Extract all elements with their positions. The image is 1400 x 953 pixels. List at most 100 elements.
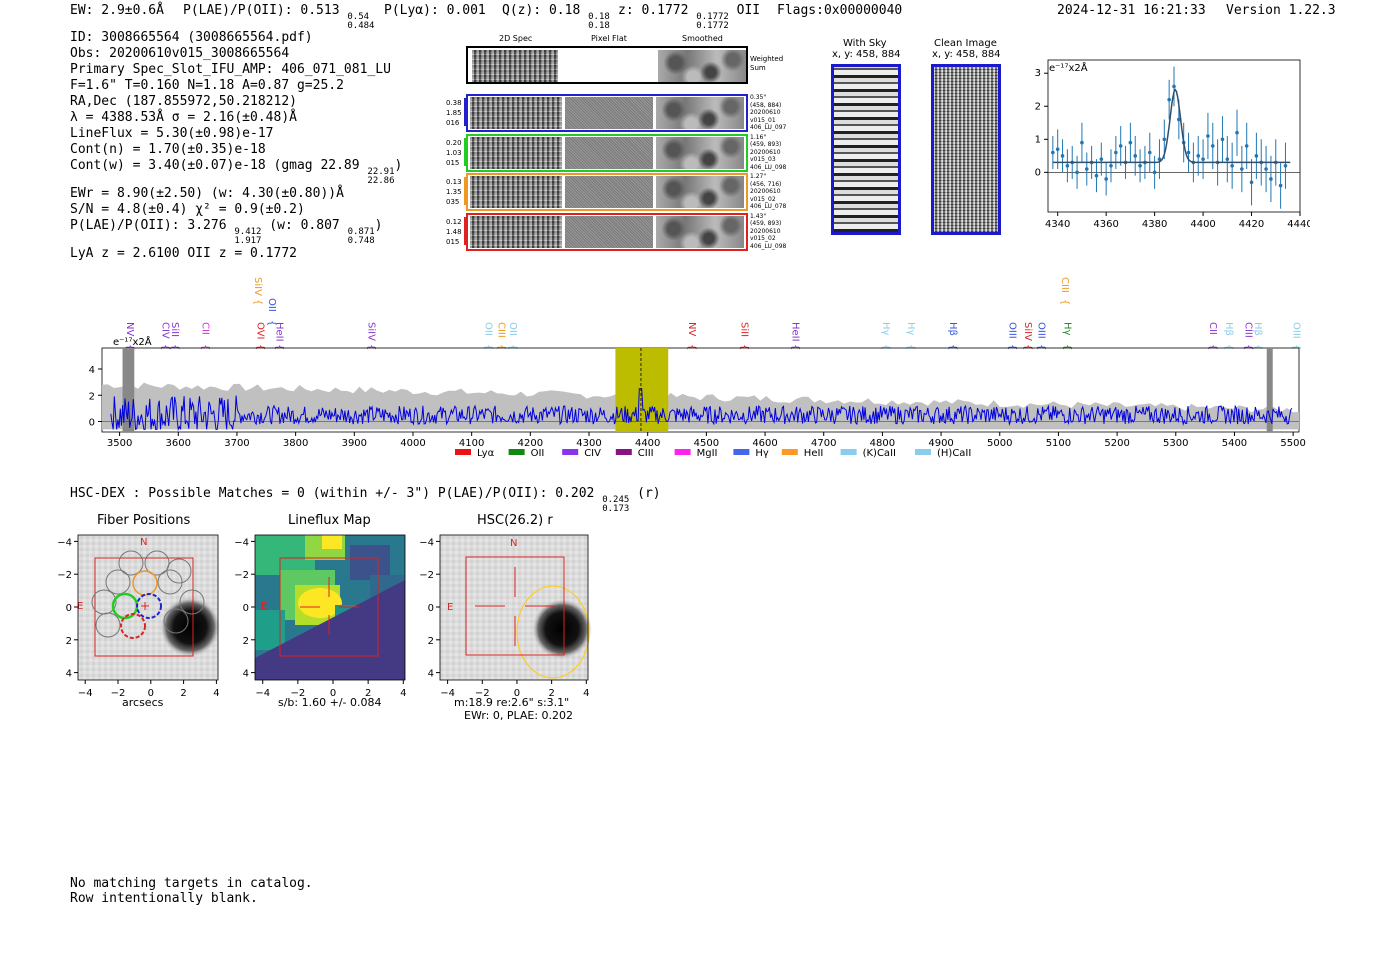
info-contn: Cont(n) = 1.70(±0.35)e-18 (70, 142, 266, 157)
legend-label: OII (531, 448, 545, 459)
spec-row-info-line: 20200610 (750, 148, 781, 156)
header-timestamp: 2024-12-31 16:21:33 (1057, 3, 1206, 18)
fiber-positions-panel: N E (77, 534, 220, 681)
info-contw: Cont(w) = 3.40(±0.07)e-18 (gmag 22.89 22… (70, 158, 403, 186)
emission-line-brace: { (266, 320, 277, 326)
spec-row-labels: 0.20 1.03 015 (446, 138, 462, 168)
fiber-orange (132, 570, 158, 596)
fit-data-point (1075, 170, 1079, 175)
fiber-center-marker (141, 602, 149, 610)
spec-xtick-label: 4100 (459, 438, 484, 449)
lineflux-map-title: Lineflux Map (288, 513, 371, 528)
spec-row-label: 0.38 (446, 99, 462, 107)
emission-line-brace: { (1061, 344, 1072, 350)
fit-data-point (1084, 167, 1089, 171)
panel-xtick-label: −2 (475, 688, 490, 699)
panel-xtick-label: 0 (148, 688, 154, 699)
spec-xtick-label: 4600 (752, 438, 777, 449)
panel-xtick-label: −4 (255, 688, 270, 699)
panel-ytick-label: 0 (66, 603, 72, 614)
fit-ytick-label: 1 (1035, 134, 1041, 145)
legend-swatch (615, 449, 632, 455)
fit-model-curve (1052, 88, 1291, 164)
hsc-box (465, 556, 565, 656)
fit-data-point (1099, 157, 1104, 161)
col-header-2dspec: 2D Spec (499, 34, 533, 43)
panel-ytick-label: −4 (419, 537, 434, 548)
emission-line-brace: { (790, 344, 801, 350)
header-z: z: 0.1772 0.1772 0.1772 OII (618, 3, 761, 31)
legend-swatch (781, 449, 798, 455)
legend-label: MgII (697, 448, 718, 459)
spec-xtick-label: 4500 (694, 438, 719, 449)
emission-line-brace: { (739, 344, 750, 350)
spec-xtick-label: 3900 (342, 438, 367, 449)
legend-label: Hγ (755, 448, 769, 459)
fit-data-point (1244, 144, 1249, 148)
spec-row-2dspec (470, 215, 562, 248)
fit-data-point (1172, 84, 1176, 89)
spec-row-label: 016 (446, 119, 460, 127)
fit-ytick-label: 0 (1035, 167, 1041, 178)
fiber-box (94, 557, 194, 657)
emission-line-label: SiII (739, 322, 750, 337)
emission-line-brace: { (365, 344, 376, 350)
clean-image-coords: x, y: 458, 884 (932, 49, 1001, 60)
fit-data-point (1060, 154, 1065, 158)
emission-line-label: OIII (1036, 322, 1047, 339)
fiber-positions-title: Fiber Positions (97, 513, 191, 528)
hsc-title: HSC(26.2) r (477, 513, 553, 528)
header-version: Version 1.22.3 (1226, 3, 1336, 18)
fit-data-point (1283, 163, 1288, 168)
fit-data-point (1206, 134, 1210, 138)
fit-ytick-label: 3 (1035, 68, 1041, 79)
spec-masked-region (1266, 348, 1273, 432)
panel-xtick-label: −2 (111, 688, 126, 699)
spec-xtick-label: 5200 (1104, 438, 1129, 449)
emission-line-label: CIII (1059, 277, 1070, 293)
spec-ylabel: e⁻¹⁷x2Å (113, 335, 152, 348)
emission-line-brace: { (686, 344, 697, 350)
fit-data-point (1220, 137, 1225, 142)
legend-swatch (674, 449, 691, 455)
emission-line-label: NV (124, 322, 135, 336)
emission-line-label: CII (199, 322, 210, 335)
emission-line-brace: { (483, 344, 494, 350)
panel-ytick-label: −4 (234, 537, 249, 548)
panel-ytick-label: 0 (428, 603, 434, 614)
lineflux-map-lowregion (255, 580, 405, 680)
with-sky-image (831, 64, 901, 235)
info-ewr: EWr = 8.90(±2.50) (w: 4.30(±0.80))Å (70, 186, 344, 201)
spec-xtick-label: 5100 (1046, 438, 1071, 449)
emission-line-brace: { (947, 344, 958, 350)
header-flags: Flags:0x00000040 (777, 3, 903, 18)
with-sky-title: With Sky (843, 38, 887, 49)
lineflux-map-xlabel: s/b: 1.60 +/- 0.084 (278, 696, 382, 709)
spec-row-info-line: 0.35" (750, 94, 767, 101)
info-lineflux: LineFlux = 5.30(±0.98)e-17 (70, 126, 274, 141)
spec-row-label: 1.48 (446, 227, 462, 236)
emission-line-brace: { (252, 299, 263, 305)
panel-xtick-label: −2 (290, 688, 305, 699)
spec-row-2dspec (470, 97, 562, 129)
fit-data-point (1201, 157, 1205, 161)
spec-row-pixelflat (565, 136, 653, 169)
hsc-crosshair (475, 567, 555, 646)
spec-xtick-label: 5400 (1222, 438, 1247, 449)
fit-plot-frame (1047, 59, 1301, 213)
panel-ytick-label: 4 (428, 669, 434, 680)
spec-xtick-label: 5500 (1280, 438, 1305, 449)
col-header-pixelflat: Pixel Flat (591, 34, 627, 43)
spec-row-info-line: v015_03 (750, 156, 776, 163)
legend-label: CIV (584, 448, 601, 459)
info-lambda: λ = 4388.53Å σ = 2.16(±0.48)Å (70, 110, 297, 125)
spec-xtick-label: 3700 (224, 438, 249, 449)
emission-line-brace: { (1207, 344, 1218, 350)
spec-xtick-label: 4200 (518, 438, 543, 449)
legend-label: Lyα (477, 448, 495, 459)
spec-row-colorbar (464, 137, 467, 166)
spec-row-info: 1.43" (459, 893) 20200610 v015_02 406_LU_098 (750, 213, 786, 251)
weighted-2dspec (472, 50, 558, 82)
spec-row-smoothed (656, 215, 744, 248)
spec-xtick-label: 4300 (576, 438, 601, 449)
